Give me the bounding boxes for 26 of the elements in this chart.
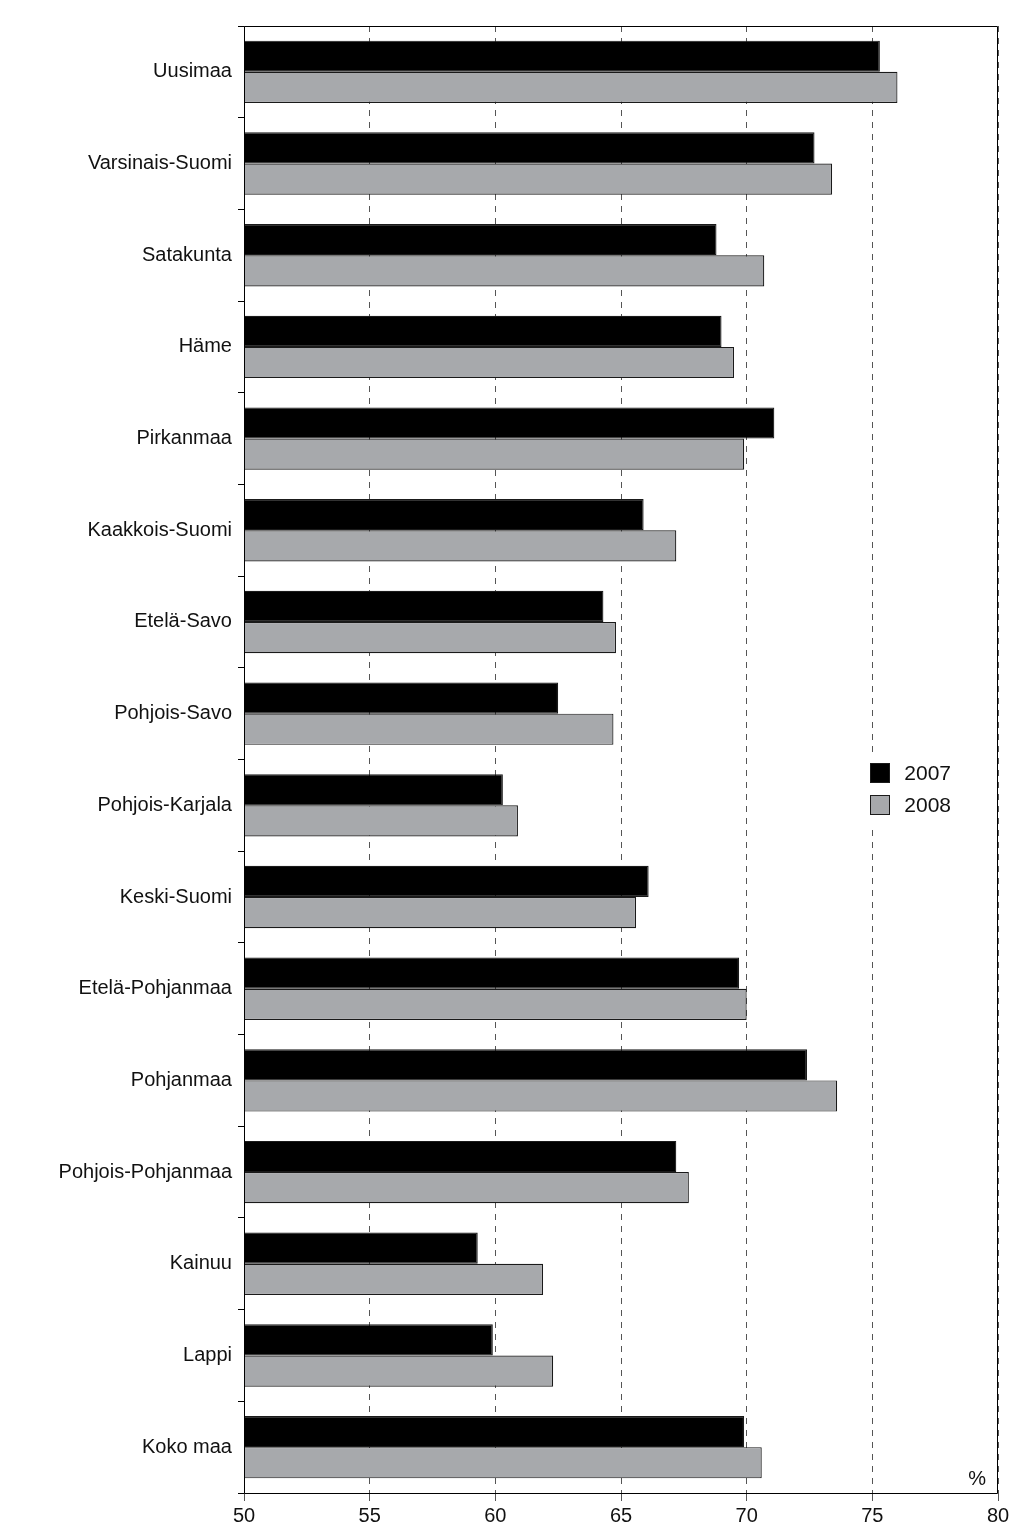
y-tick-label: Häme [178, 334, 232, 357]
x-tick-label: 50 [232, 1503, 256, 1526]
legend-label: 2007 [904, 761, 951, 785]
y-tick-label: Pohjanmaa [130, 1067, 233, 1090]
y-tick-label: Varsinais-Suomi [87, 151, 232, 174]
y-tick-label: Kainuu [169, 1251, 232, 1274]
x-tick-label: 55 [358, 1503, 381, 1526]
x-tick-label: 70 [735, 1503, 758, 1526]
y-tick-label: Keski-Suomi [119, 884, 232, 907]
x-tick-label: 60 [484, 1503, 507, 1526]
y-tick-label: Uusimaa [153, 59, 233, 82]
y-tick-label: Etelä-Pohjanmaa [78, 976, 233, 999]
y-tick-label: Etelä-Savo [134, 609, 232, 632]
y-tick-label: Pohjois-Karjala [97, 792, 233, 815]
y-tick-label: Pohjois-Savo [114, 701, 232, 724]
y-tick-label: Satakunta [141, 242, 233, 265]
x-tick-label: 75 [861, 1503, 884, 1526]
y-tick-label: Pirkanmaa [136, 426, 233, 449]
y-tick-label: Lappi [183, 1342, 232, 1365]
y-tick-label: Koko maa [141, 1434, 233, 1457]
legend-label: 2008 [904, 793, 951, 817]
x-axis-title: % [968, 1466, 987, 1489]
x-tick-label: 65 [609, 1503, 633, 1526]
y-tick-label: Pohjois-Pohjanmaa [58, 1159, 233, 1182]
y-tick-label: Kaakkois-Suomi [87, 517, 232, 540]
x-tick-label: 80 [986, 1503, 1010, 1526]
